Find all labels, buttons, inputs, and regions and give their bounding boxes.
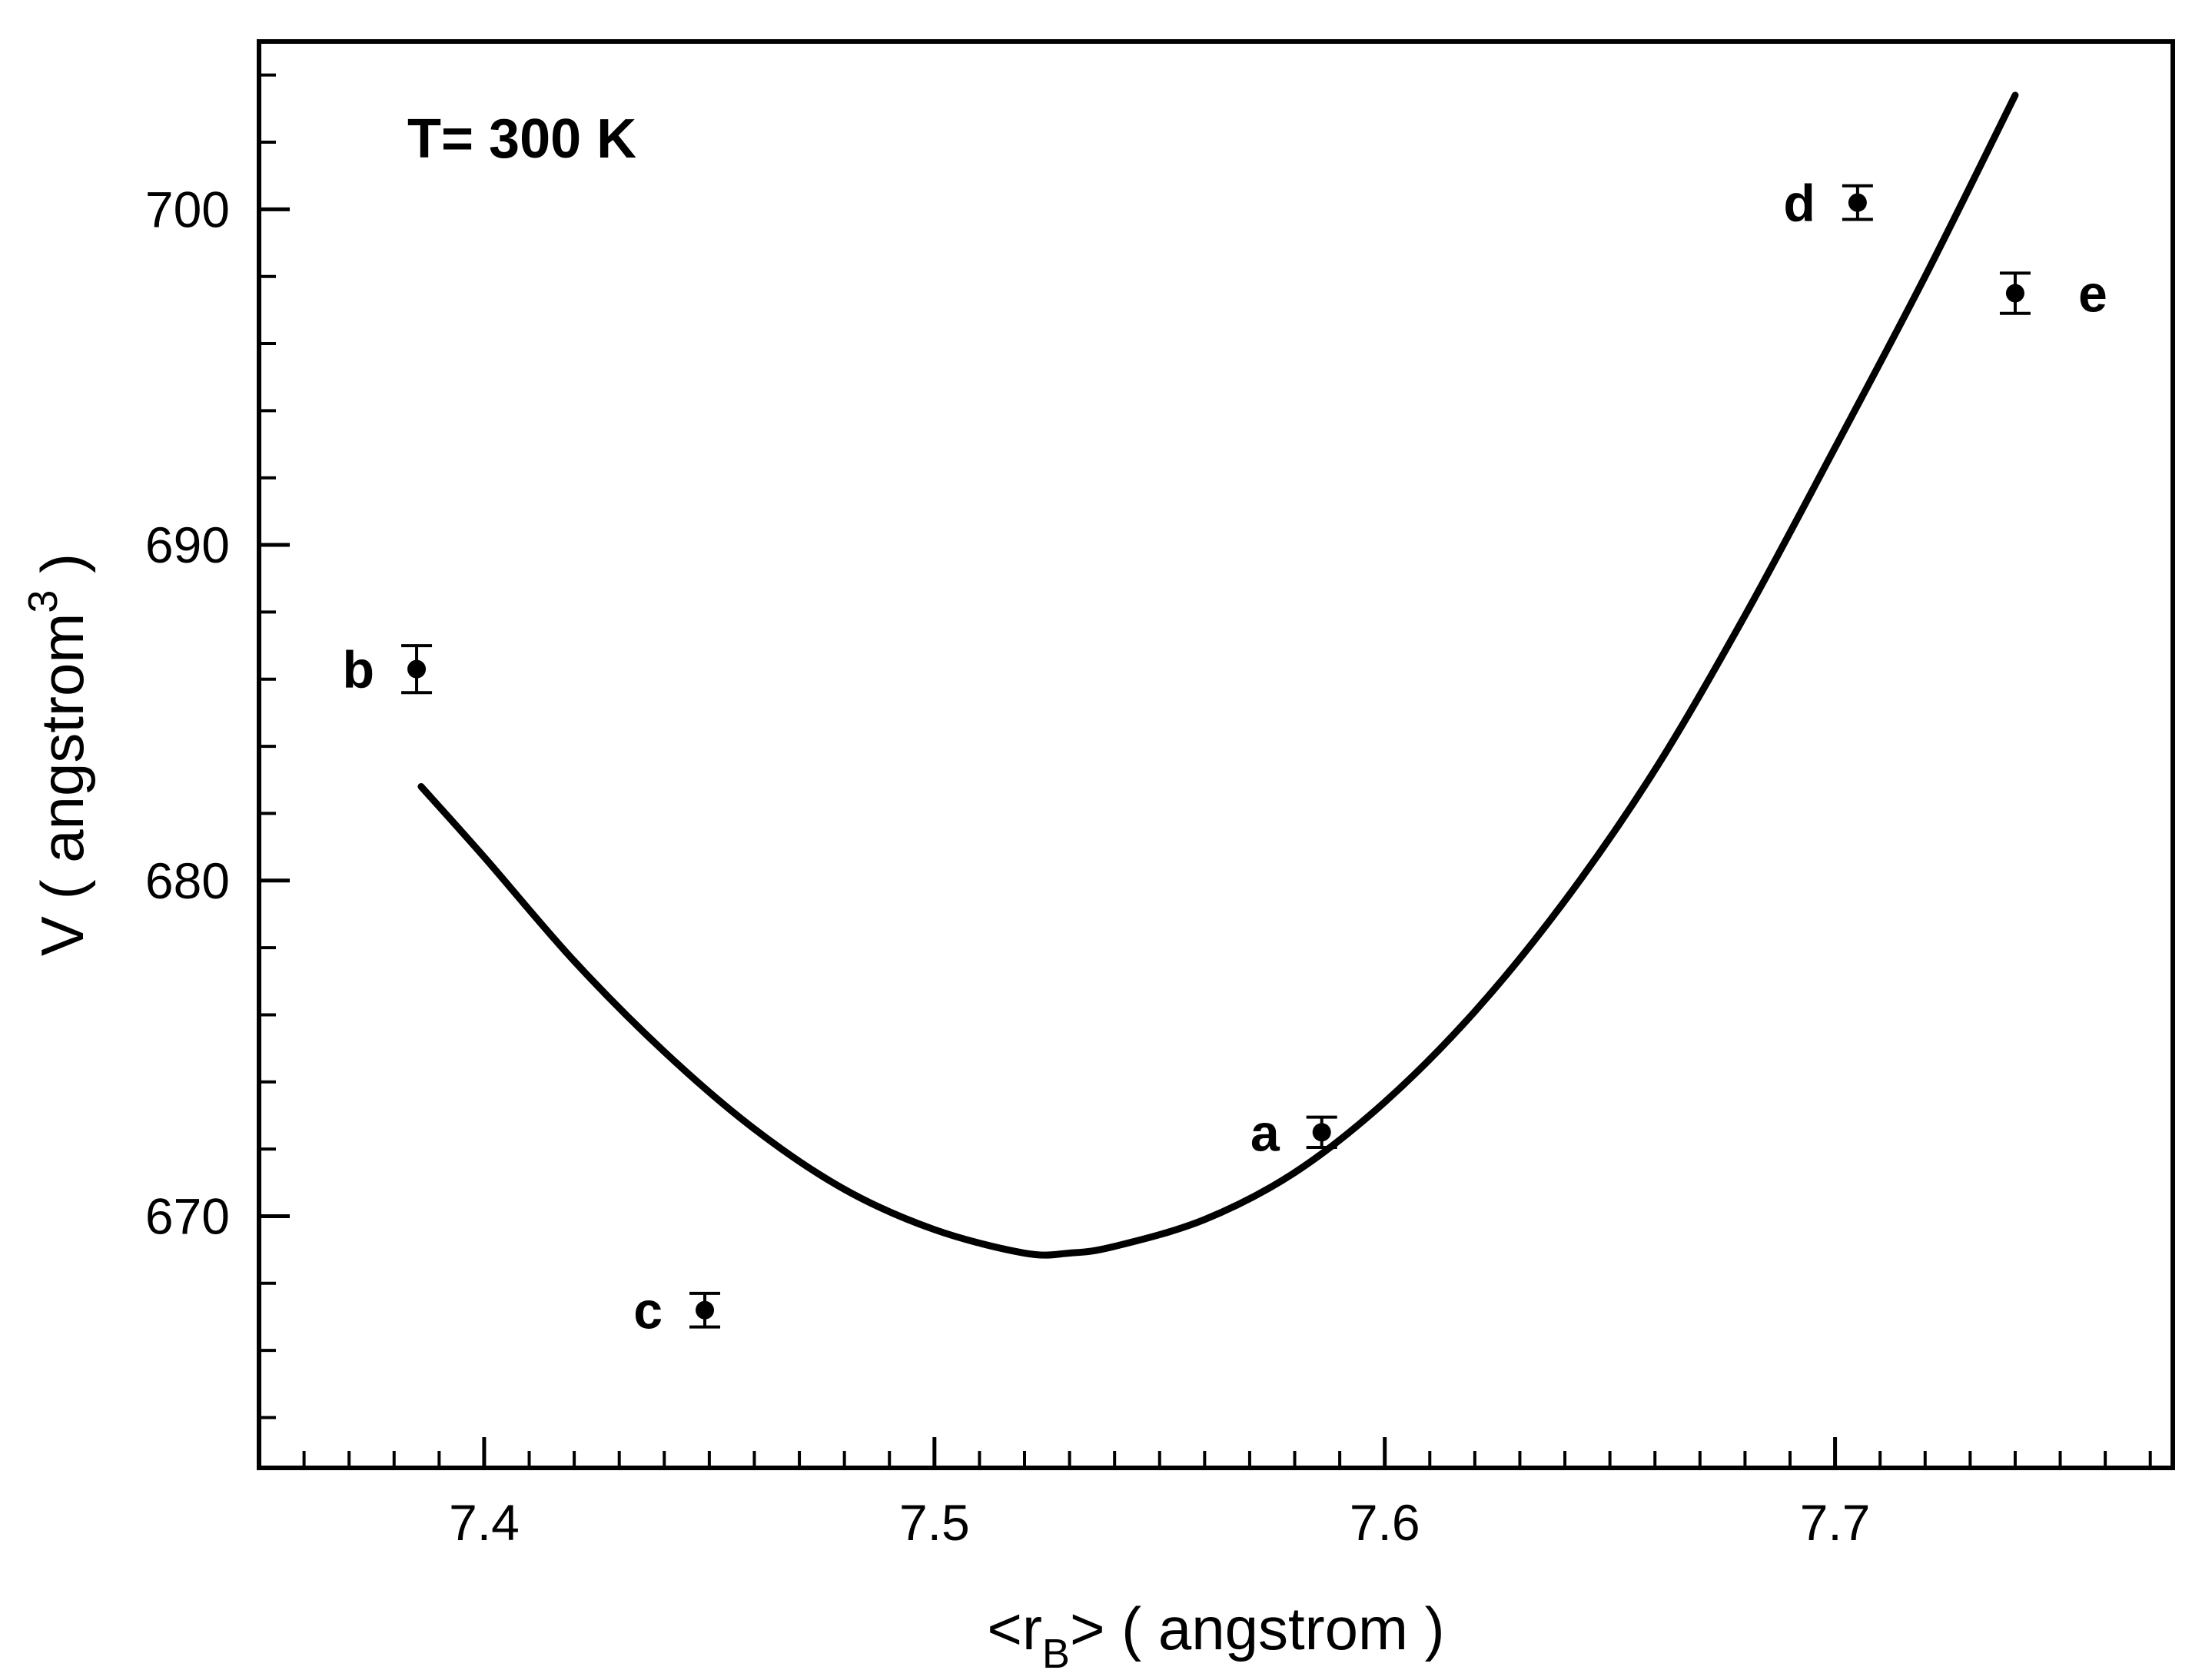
- fit-curve: [417, 91, 2019, 1259]
- data-marker: [1312, 1123, 1331, 1142]
- data-marker: [1848, 193, 1867, 212]
- y-tick-label: 680: [145, 852, 230, 909]
- x-tick-label: 7.4: [449, 1494, 520, 1551]
- temperature-annotation: T= 300 K: [407, 108, 636, 170]
- point-label-c: c: [633, 1282, 663, 1340]
- y-axis-title-suffix: ): [28, 553, 96, 590]
- x-axis-title-prefix: <r: [987, 1595, 1042, 1662]
- y-axis-title-superscript: 3: [20, 590, 66, 613]
- major-ticks: [259, 207, 1838, 1468]
- point-label-e: e: [2078, 265, 2107, 324]
- plot-frame: [257, 39, 2175, 1470]
- data-point-b: b: [343, 641, 433, 699]
- data-point-a: a: [1250, 1104, 1337, 1162]
- data-points: a b c d e: [343, 174, 2107, 1340]
- minor-ticks: [259, 73, 2152, 1468]
- x-tick-label: 7.7: [1800, 1494, 1871, 1551]
- data-point-e: e: [1999, 265, 2107, 324]
- point-label-a: a: [1250, 1104, 1280, 1162]
- data-point-d: d: [1783, 174, 1873, 233]
- data-point-c: c: [633, 1282, 721, 1340]
- y-axis-title-prefix: V ( angstrom: [28, 613, 96, 956]
- data-marker: [696, 1300, 715, 1320]
- x-tick-label: 7.5: [899, 1494, 970, 1551]
- y-tick-label: 670: [145, 1187, 230, 1244]
- x-tick-label: 7.6: [1350, 1494, 1420, 1551]
- y-axis-title: V ( angstrom3 ): [20, 553, 96, 956]
- x-axis-title-subscript: B: [1042, 1631, 1070, 1677]
- data-marker: [2005, 284, 2024, 303]
- data-marker: [407, 659, 427, 679]
- y-tick-label: 700: [145, 181, 230, 237]
- tick-labels: 7.4 7.5 7.6 7.7 670 680 690 700: [145, 181, 1871, 1551]
- point-label-d: d: [1783, 174, 1815, 233]
- x-axis-title: <rB> ( angstrom ): [987, 1595, 1444, 1677]
- y-tick-label: 690: [145, 516, 230, 573]
- point-label-b: b: [343, 641, 375, 699]
- x-axis-title-suffix: > ( angstrom ): [1070, 1595, 1445, 1662]
